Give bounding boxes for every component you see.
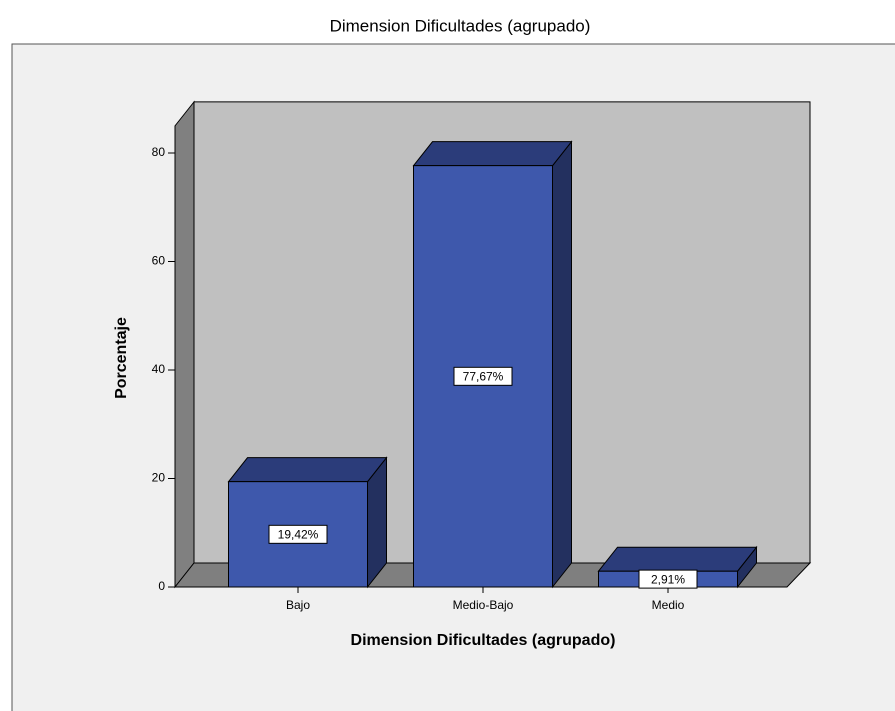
chart-title: Dimension Dificultades (agrupado) — [330, 16, 591, 35]
x-tick-label: Bajo — [286, 598, 310, 612]
y-tick-label: 80 — [152, 145, 166, 159]
bar-top — [597, 546, 758, 572]
bar-top — [227, 457, 388, 483]
y-tick-label: 0 — [158, 579, 165, 593]
bar-side — [552, 140, 572, 589]
value-label: 19,42% — [278, 527, 319, 541]
left-wall — [174, 100, 195, 589]
y-tick-label: 40 — [152, 362, 166, 376]
value-label: 2,91% — [651, 572, 685, 586]
x-tick-label: Medio — [652, 598, 685, 612]
value-label-box — [268, 524, 328, 544]
value-label-box — [638, 569, 698, 589]
y-tick-label: 60 — [152, 254, 166, 268]
x-tick-label: Medio-Bajo — [453, 598, 514, 612]
bar-top — [412, 141, 573, 167]
y-tick-label: 20 — [152, 471, 166, 485]
y-axis-title: Porcentaje — [113, 317, 130, 399]
x-axis-title: Dimension Dificultades (agrupado) — [351, 632, 616, 649]
value-label-box — [453, 366, 513, 386]
value-label: 77,67% — [463, 369, 504, 383]
